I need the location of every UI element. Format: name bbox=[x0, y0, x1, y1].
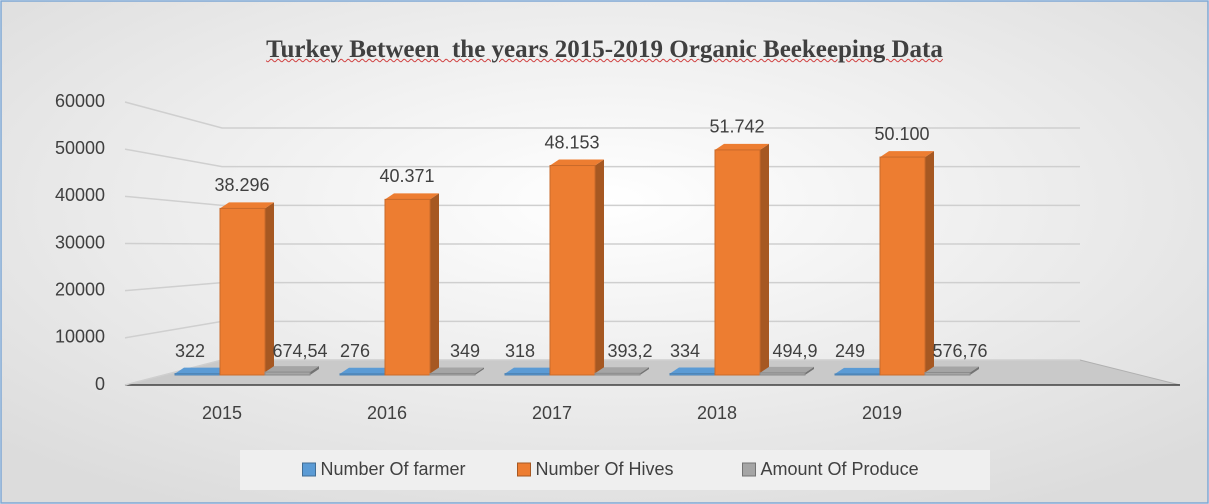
x-tick-label: 2018 bbox=[697, 403, 737, 423]
bar-top bbox=[835, 367, 889, 374]
bar-front bbox=[834, 373, 881, 376]
bar-front bbox=[594, 372, 641, 376]
bar bbox=[594, 367, 649, 376]
bar bbox=[429, 367, 484, 376]
bar-side bbox=[640, 367, 649, 375]
value-label: 674,54 bbox=[272, 341, 327, 361]
grid-line bbox=[124, 101, 1080, 129]
bar-top bbox=[550, 159, 604, 166]
bar-front bbox=[219, 207, 266, 376]
bar-top bbox=[265, 366, 319, 373]
y-tick-label: 40000 bbox=[55, 185, 105, 205]
bar-front bbox=[549, 165, 596, 376]
value-label: 50.100 bbox=[874, 124, 929, 144]
value-label: 349 bbox=[450, 341, 480, 361]
value-label: 322 bbox=[175, 341, 205, 361]
bar-top bbox=[670, 367, 724, 374]
value-label: 334 bbox=[670, 341, 700, 361]
bar-top bbox=[925, 366, 979, 373]
bar-front bbox=[264, 371, 311, 376]
bar-front bbox=[924, 371, 971, 376]
bar bbox=[879, 151, 934, 376]
x-tick-label: 2015 bbox=[202, 403, 242, 423]
bar-top bbox=[880, 151, 934, 158]
bar bbox=[549, 159, 604, 376]
x-tick-label: 2016 bbox=[367, 403, 407, 423]
grid-line bbox=[124, 148, 1080, 168]
value-label: 318 bbox=[505, 341, 535, 361]
chart-title: Turkey Between the years 2015-2019 Organ… bbox=[266, 36, 943, 63]
bar bbox=[384, 193, 439, 376]
legend-swatch bbox=[302, 462, 316, 477]
value-label: 494,9 bbox=[772, 341, 817, 361]
y-tick-label: 60000 bbox=[55, 91, 105, 111]
value-label: 40.371 bbox=[379, 166, 434, 186]
bar bbox=[759, 366, 814, 376]
value-label: 51.742 bbox=[709, 117, 764, 137]
y-tick-label: 10000 bbox=[55, 327, 105, 347]
value-label: 249 bbox=[835, 341, 865, 361]
bar-front bbox=[759, 372, 806, 376]
bar-side bbox=[595, 159, 604, 375]
bar bbox=[714, 143, 769, 376]
value-label: 48.153 bbox=[544, 132, 599, 152]
bar-side bbox=[430, 193, 439, 375]
bar-top bbox=[760, 366, 814, 373]
legend-label: Number Of farmer bbox=[321, 459, 466, 479]
bar-top bbox=[220, 202, 274, 209]
bar-top bbox=[430, 367, 484, 374]
bar-front bbox=[384, 198, 431, 376]
bar-front bbox=[339, 373, 386, 376]
y-tick-label: 20000 bbox=[55, 279, 105, 299]
bar-top bbox=[175, 367, 229, 374]
bar-side bbox=[970, 366, 979, 375]
bar-front bbox=[504, 373, 551, 376]
bar bbox=[924, 366, 979, 376]
y-tick-label: 0 bbox=[95, 374, 105, 394]
bar-side bbox=[805, 366, 814, 375]
bar-top bbox=[505, 367, 559, 374]
legend-swatch bbox=[517, 462, 531, 477]
bar-top bbox=[595, 367, 649, 374]
bar-front bbox=[669, 373, 716, 376]
value-label: 38.296 bbox=[214, 175, 269, 195]
bar-side bbox=[310, 366, 319, 375]
value-label: 393,2 bbox=[607, 341, 652, 361]
bar-front bbox=[714, 149, 761, 376]
legend-label: Number Of Hives bbox=[536, 459, 674, 479]
bar-top bbox=[340, 367, 394, 374]
x-tick-label: 2017 bbox=[532, 403, 572, 423]
bar-side bbox=[475, 367, 484, 375]
y-tick-label: 30000 bbox=[55, 232, 105, 252]
value-label: 276 bbox=[340, 341, 370, 361]
bar bbox=[264, 366, 319, 376]
x-tick-label: 2019 bbox=[862, 403, 902, 423]
bar-top bbox=[715, 143, 769, 150]
bar-side bbox=[760, 143, 769, 375]
legend-swatch bbox=[742, 462, 756, 477]
bar-side bbox=[265, 202, 274, 375]
legend-label: Amount Of Produce bbox=[761, 459, 919, 479]
y-tick-label: 50000 bbox=[55, 138, 105, 158]
bar-front bbox=[174, 373, 221, 376]
value-label: 576,76 bbox=[932, 341, 987, 361]
legend-box bbox=[240, 450, 990, 490]
bar-side bbox=[925, 151, 934, 375]
bar-top bbox=[385, 193, 439, 200]
bar-front bbox=[879, 156, 926, 376]
grid-line bbox=[124, 195, 1080, 207]
bar bbox=[219, 202, 274, 376]
bar-front bbox=[429, 372, 476, 376]
